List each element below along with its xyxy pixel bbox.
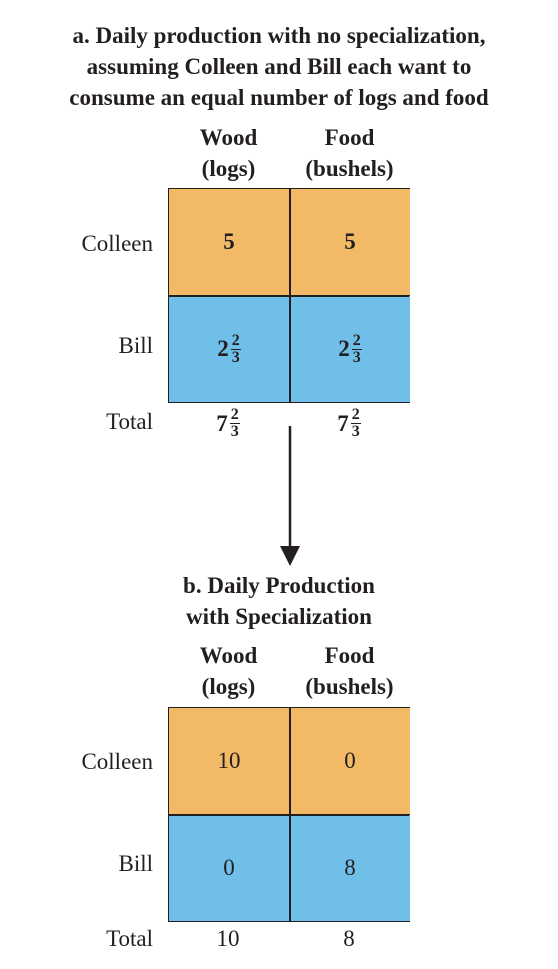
panel-b-title: b. Daily Production with Specialization <box>0 570 558 632</box>
column-header-unit: (logs) <box>201 674 256 699</box>
numerator: 2 <box>230 331 241 350</box>
panel-a-title: a. Daily production with no specializati… <box>0 20 558 113</box>
cell-value: 5 <box>344 229 356 254</box>
panel-a-bill-food-cell: 2 2 3 <box>290 296 410 402</box>
column-header-name: Wood <box>199 643 258 668</box>
panel-a-row-label-colleen: Colleen <box>81 231 153 256</box>
panel-b-wood-header: Wood (logs) <box>168 640 289 702</box>
column-header-name: Wood <box>199 125 258 150</box>
panel-b-total-label: Total <box>106 926 153 951</box>
denominator: 3 <box>231 348 240 366</box>
cell-value: 0 <box>223 855 235 880</box>
mixed-number: 7 2 3 <box>337 407 361 440</box>
grid-divider-horizontal <box>169 814 409 816</box>
fraction: 2 3 <box>229 406 240 440</box>
panel-a-table: 5 5 2 2 3 2 2 3 <box>168 188 410 403</box>
fraction: 2 3 <box>351 331 362 366</box>
whole-part: 2 <box>217 336 229 361</box>
grid-divider-horizontal <box>169 295 409 297</box>
panel-a-total-label: Total <box>106 409 153 434</box>
panel-a-colleen-food-cell: 5 <box>290 189 410 295</box>
panel-b-total-food: 8 <box>343 926 355 951</box>
panel-b-colleen-wood-cell: 10 <box>169 708 289 814</box>
panel-b-bill-wood-cell: 0 <box>169 815 289 921</box>
cell-value: 8 <box>344 855 356 880</box>
cell-value: 10 <box>217 748 241 773</box>
numerator: 2 <box>351 331 362 350</box>
denominator: 3 <box>352 348 361 366</box>
mixed-number: 7 2 3 <box>216 407 240 440</box>
numerator: 2 <box>350 406 361 424</box>
panel-a-wood-header: Wood (logs) <box>168 122 289 184</box>
panel-b-colleen-food-cell: 0 <box>290 708 410 814</box>
panel-b-bill-food-cell: 8 <box>290 815 410 921</box>
panel-a-title-line: consume an equal number of logs and food <box>69 85 489 110</box>
panel-b-food-header: Food (bushels) <box>289 640 410 702</box>
whole-part: 7 <box>216 410 228 436</box>
whole-part: 2 <box>338 336 350 361</box>
column-header-name: Food <box>324 643 375 668</box>
panel-b-total-wood: 10 <box>216 926 240 951</box>
panel-b-table: 10 0 0 8 <box>168 707 410 922</box>
mixed-number: 2 2 3 <box>338 331 362 366</box>
mixed-number: 2 2 3 <box>217 331 241 366</box>
down-arrow-icon <box>280 426 300 566</box>
column-header-unit: (bushels) <box>305 156 394 181</box>
panel-a-food-header: Food (bushels) <box>289 122 410 184</box>
panel-a-title-line: assuming Colleen and Bill each want to <box>86 54 472 79</box>
column-header-name: Food <box>324 125 375 150</box>
panel-b-title-line: with Specialization <box>186 604 372 629</box>
panel-a-total-wood: 7 2 3 <box>168 407 288 440</box>
panel-a-colleen-wood-cell: 5 <box>169 189 289 295</box>
fraction: 2 3 <box>230 331 241 366</box>
panel-b-row-label-colleen: Colleen <box>81 749 153 774</box>
denominator: 3 <box>230 423 239 440</box>
cell-value: 0 <box>344 748 356 773</box>
column-header-unit: (logs) <box>201 156 256 181</box>
column-header-unit: (bushels) <box>305 674 394 699</box>
panel-a-total-food: 7 2 3 <box>289 407 409 440</box>
panel-a-row-label-bill: Bill <box>118 333 153 358</box>
fraction: 2 3 <box>350 406 361 440</box>
panel-a-bill-wood-cell: 2 2 3 <box>169 296 289 402</box>
cell-value: 5 <box>223 229 235 254</box>
numerator: 2 <box>229 406 240 424</box>
panel-a-title-line: a. Daily production with no specializati… <box>72 23 486 48</box>
panel-b-row-label-bill: Bill <box>118 851 153 876</box>
denominator: 3 <box>351 423 360 440</box>
panel-b-title-line: b. Daily Production <box>183 573 375 598</box>
whole-part: 7 <box>337 410 349 436</box>
